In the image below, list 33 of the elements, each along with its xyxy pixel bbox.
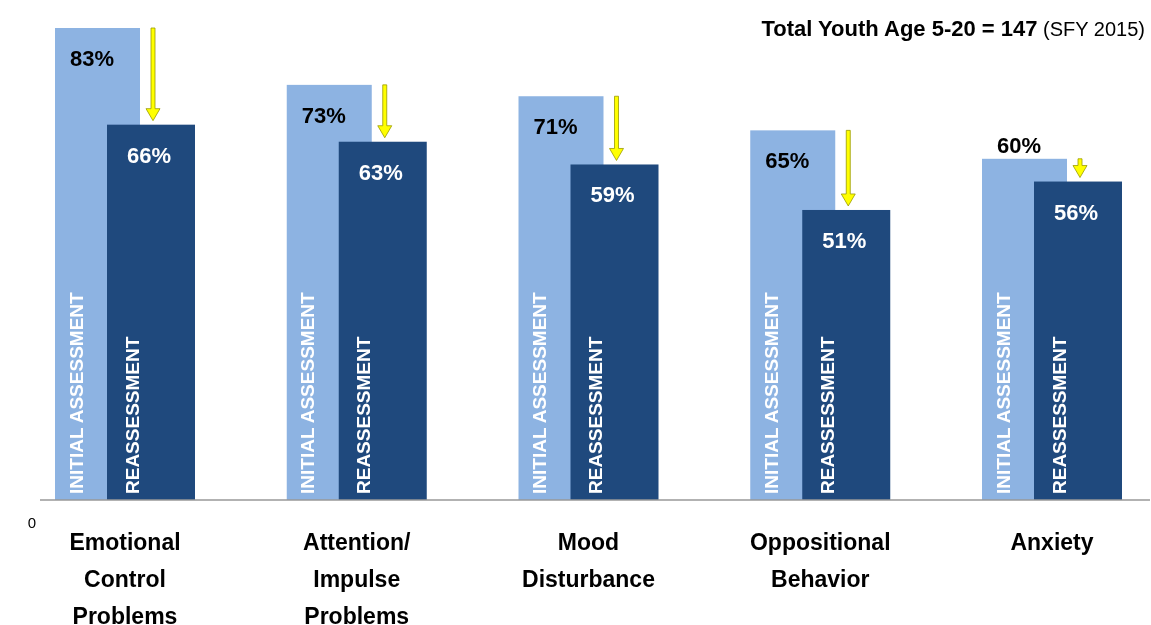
x-tick-label: Attention/ Impulse Problems — [303, 529, 412, 625]
x-tick-label: Emotional Control Problems — [69, 529, 181, 625]
data-label: 66% — [127, 142, 172, 168]
data-label: 60% — [997, 132, 1042, 158]
data-label: 63% — [358, 159, 403, 185]
data-label: 56% — [1054, 199, 1099, 225]
x-tick-label: Anxiety — [1010, 529, 1094, 555]
data-label: 73% — [301, 102, 346, 128]
bar — [107, 124, 195, 500]
text: REASSESSMENT — [1048, 336, 1070, 494]
bar — [338, 141, 427, 500]
text: INITIAL ASSESSMENT — [297, 292, 319, 494]
bar — [1034, 181, 1122, 500]
data-label: 59% — [590, 182, 635, 208]
chart-subtitle: (SFY 2015) — [1037, 18, 1145, 40]
chart-title: Total Youth Age 5-20 = 147 — [761, 16, 1038, 41]
text: INITIAL ASSESSMENT — [992, 292, 1014, 494]
text: REASSESSMENT — [585, 336, 607, 494]
text: REASSESSMENT — [816, 336, 838, 494]
bar — [802, 209, 891, 500]
data-label: 83% — [70, 46, 115, 71]
text: INITIAL ASSESSMENT — [529, 292, 551, 494]
data-label: 65% — [765, 148, 810, 174]
series-label: INITIAL ASSESSMENT — [65, 291, 87, 494]
text: INITIAL ASSESSMENT — [760, 292, 782, 494]
bar — [570, 164, 659, 500]
text: REASSESSMENT — [353, 336, 375, 494]
data-label: 71% — [533, 114, 578, 140]
x-tick-label: Mood Disturbance — [522, 529, 655, 592]
series-label: REASSESSMENT — [121, 336, 143, 494]
x-tick-label: Oppositional Behavior — [749, 529, 891, 592]
data-label: 51% — [822, 227, 867, 253]
text: 0 — [27, 514, 37, 531]
